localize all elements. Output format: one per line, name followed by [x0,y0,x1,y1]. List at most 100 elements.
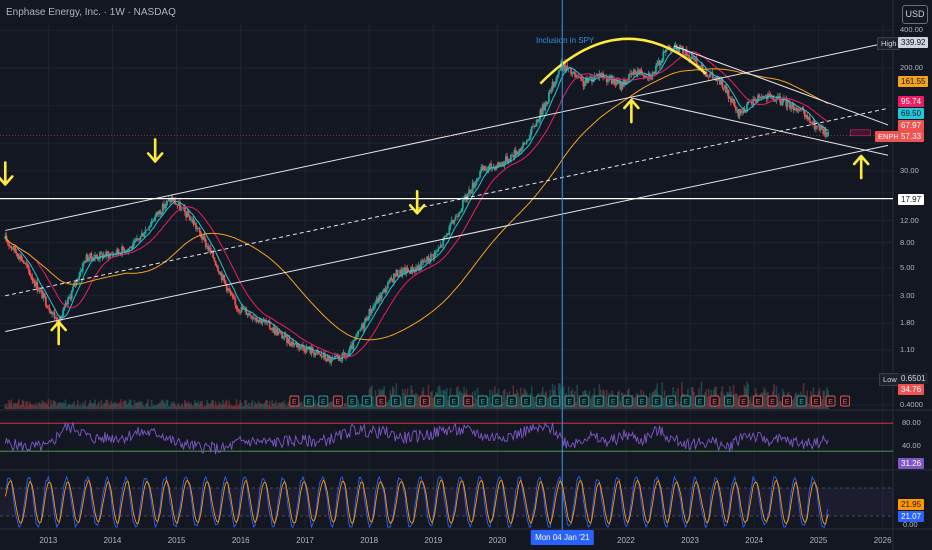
stoch-k-value-label: 21.07 [898,511,925,522]
earnings-marker-icon: E [753,395,764,407]
candle-body [14,246,17,252]
stoch-tick-label: 0.00 [903,520,918,529]
candle-body [753,99,756,101]
candle-body [250,315,253,319]
volume-bar [591,395,593,409]
volume-bar [353,406,356,409]
volume-bar [54,401,57,409]
volume-bar [468,404,470,409]
currency-button[interactable]: USD [902,5,928,24]
candle-body [290,341,293,346]
candle-body [244,308,247,310]
candle-body [19,255,21,260]
volume-bar [149,406,152,409]
volume-bar [423,406,426,409]
volume-bar [706,395,709,409]
volume-bar [195,402,197,409]
candle-body [733,101,736,107]
x-tick-label: 2026 [873,536,892,545]
candle-body [240,306,243,312]
candle-body [314,352,317,356]
candle-body [75,278,78,285]
candle-body [95,255,98,257]
candle-body [381,290,384,293]
candle-body [289,343,292,346]
candle-body [159,210,162,215]
candle-body [736,109,739,111]
volume-bar [169,406,171,409]
candle-body [471,182,474,193]
candle-body [596,73,598,76]
candle-body [361,323,363,330]
candle-body [656,63,659,67]
volume-bar [259,403,261,409]
candle-body [400,269,403,276]
volume-bar [313,402,315,409]
candle-body [234,299,237,305]
volume-bar [236,406,239,409]
ma-slow-line [4,68,829,341]
candle-body [469,189,472,194]
candle-body [190,219,192,221]
candle-body [739,109,742,113]
candle-body [207,246,210,251]
candle-body [796,108,799,111]
candle-body [100,252,103,254]
candle-body [171,197,174,202]
candle-body [65,303,68,305]
candle-body [32,280,35,282]
volume-bar [361,403,363,409]
svg-text:E: E [669,399,674,406]
volume-bar [358,404,361,409]
candle-body [742,108,745,114]
volume-bar [65,406,68,409]
candle-body [621,82,624,87]
candle-body [204,239,207,247]
volume-bar [257,400,260,409]
candle-body [151,221,154,222]
svg-text:E: E [524,399,529,406]
svg-text:E: E [408,399,413,406]
candle-body [565,65,568,72]
y-tick-label: 12.00 [900,215,919,225]
volume-bar [490,403,492,409]
candle-body [327,356,330,358]
earnings-marker-icon: E [303,395,314,407]
candle-body [72,286,74,291]
volume-bar [40,404,42,409]
candle-body [554,83,556,87]
volume-bar [821,399,823,409]
volume-bar [794,394,796,409]
candle-body [803,111,806,117]
candle-body [605,76,608,83]
volume-bar [152,405,154,409]
volume-bar [220,404,223,409]
volume-bar [35,402,37,409]
candle-body [539,109,542,120]
volume-bar [764,389,767,409]
candle-body [480,166,483,172]
candle-body [428,260,431,262]
volume-bar [546,397,549,409]
volume-bar [105,399,107,409]
svg-text:E: E [567,399,572,406]
volume-bar [779,400,781,409]
earnings-marker-icon: E [782,395,793,407]
candle-body [520,147,523,151]
volume-bar [332,405,335,409]
candle-body [524,143,527,144]
svg-text:E: E [437,399,442,406]
volume-bar [208,403,211,409]
candle-body [449,222,452,227]
candle-body [714,77,716,78]
candle-body [313,352,315,356]
volume-bar [248,402,250,409]
candle-body [374,304,377,306]
candle-body [438,247,441,249]
volume-bar [319,406,321,409]
candle-body [792,103,795,111]
candle-body [648,73,651,78]
volume-bar [225,399,228,409]
volume-bar [147,399,149,409]
